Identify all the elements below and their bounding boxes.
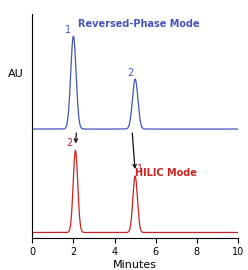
Text: HILIC Mode: HILIC Mode	[135, 168, 197, 178]
X-axis label: Minutes: Minutes	[113, 260, 157, 270]
Text: 2: 2	[127, 68, 133, 78]
Text: AU: AU	[8, 69, 24, 79]
Text: 2: 2	[66, 138, 73, 148]
Text: 1: 1	[137, 164, 143, 174]
Text: Reversed-Phase Mode: Reversed-Phase Mode	[78, 19, 200, 29]
Text: 1: 1	[65, 25, 71, 35]
